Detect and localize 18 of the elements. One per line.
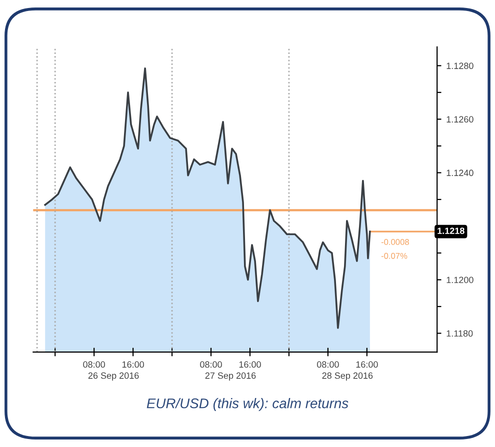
y-tick-label: 1.1180 [446,330,473,337]
annotation: -0.07% [381,252,408,259]
x-tick-label: 08:00 [317,361,339,368]
x-tick-label: 08:00 [83,361,106,368]
x-tick-label: 16:00 [356,361,378,368]
annotation: -0.0008 [381,239,409,245]
y-tick-label: 1.1280 [446,62,474,70]
y-tick-label: 1.1200 [446,276,474,284]
text: EUR/USD (this wk): calm returns [146,398,348,411]
x-tick-label: 08:00 [200,361,222,368]
x2-tick-label: 27 Sep 2016 [205,372,256,381]
x2-tick-label: 28 Sep 2016 [322,372,373,381]
y-tick-label: 1.1260 [446,116,474,123]
ref-line-label: 1.1218 [438,228,464,234]
y-tick-label: 1.1240 [446,170,474,176]
x-tick-label: 16:00 [239,361,261,368]
x2-tick-label: 26 Sep 2016 [88,372,139,381]
x-tick-label: 16:00 [122,361,144,368]
